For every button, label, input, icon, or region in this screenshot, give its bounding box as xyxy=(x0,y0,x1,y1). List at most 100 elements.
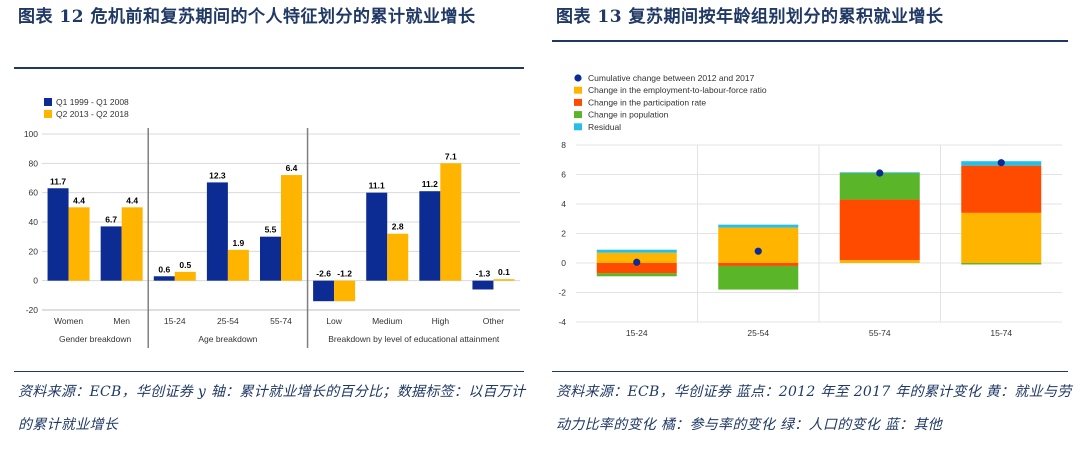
group-label: Breakdown by level of educational attain… xyxy=(328,334,500,344)
stacked-bar-segment xyxy=(839,260,920,263)
stacked-bar-segment xyxy=(596,273,677,277)
stacked-bar-segment xyxy=(596,252,677,263)
bar xyxy=(440,163,462,281)
y-tick-label: 4 xyxy=(561,199,566,209)
data-label: 4.4 xyxy=(73,195,85,205)
left-figure-title: 图表 12 危机前和复苏期间的个人特征划分的累计就业增长 xyxy=(18,7,476,27)
data-label: 0.1 xyxy=(498,267,510,277)
data-label: 0.6 xyxy=(158,264,170,274)
x-tick-label: 15-24 xyxy=(626,328,648,338)
x-tick-label: 25-54 xyxy=(217,316,239,326)
y-tick-label: 100 xyxy=(24,129,38,139)
stacked-bar-segment xyxy=(596,249,677,253)
data-label: 5.5 xyxy=(265,225,277,235)
bar xyxy=(260,236,281,281)
x-tick-label: 55-74 xyxy=(869,328,891,338)
stacked-bar-segment xyxy=(961,263,1042,265)
bar xyxy=(493,279,515,281)
legend-label: Change in the participation rate xyxy=(588,97,706,107)
x-tick-label: 15-24 xyxy=(164,316,186,326)
data-label: 11.1 xyxy=(369,181,385,191)
bar xyxy=(313,280,335,302)
right-source-rule xyxy=(552,371,1068,372)
y-tick-label: 6 xyxy=(561,170,566,180)
x-tick-label: 15-74 xyxy=(990,328,1012,338)
right-chart-container: Cumulative change between 2012 and 2017 C… xyxy=(552,64,1068,344)
stacked-bar-segment xyxy=(718,224,799,228)
stacked-bar-segment xyxy=(596,263,677,274)
legend-marker xyxy=(574,74,582,82)
data-label: 12.3 xyxy=(209,170,226,180)
left-title-rule xyxy=(14,67,524,69)
stacked-bar-segment xyxy=(961,212,1042,263)
data-label: 2.8 xyxy=(392,222,404,232)
y-tick-label: -2 xyxy=(558,288,566,298)
total-dot xyxy=(876,169,884,177)
bar xyxy=(366,192,388,281)
legend-swatch xyxy=(574,123,582,131)
y-tick-label: 20 xyxy=(29,246,39,256)
legend-swatch xyxy=(574,98,582,106)
data-label: 6.7 xyxy=(105,214,117,224)
group-label: Gender breakdown xyxy=(59,334,132,344)
bar xyxy=(47,188,69,281)
stacked-bar-segment xyxy=(718,227,799,263)
bar xyxy=(121,207,143,281)
left-source-note: 资料来源：ECB，华创证券 y 轴：累计就业增长的百分比；数据标签：以百万计的累… xyxy=(18,384,526,433)
data-label: 11.2 xyxy=(422,179,438,189)
data-label: 4.4 xyxy=(126,195,138,205)
group-label: Age breakdown xyxy=(198,334,257,344)
bar xyxy=(206,182,228,281)
y-tick-label: 60 xyxy=(29,188,39,198)
x-tick-label: Medium xyxy=(372,316,402,326)
bar xyxy=(153,276,175,281)
legend-label: Change in population xyxy=(588,110,669,120)
bar xyxy=(387,233,409,281)
bar xyxy=(100,226,122,281)
data-label: 7.1 xyxy=(445,151,457,161)
bar xyxy=(281,175,302,281)
right-source-note: 资料来源：ECB，华创证券 蓝点：2012 年至 2017 年的累计变化 黄：就… xyxy=(556,384,1072,433)
data-label: 0.5 xyxy=(179,260,191,270)
x-tick-label: 55-74 xyxy=(270,316,292,326)
data-label: -1.3 xyxy=(476,269,491,279)
right-title-rule xyxy=(552,40,1068,42)
stacked-bar-segment xyxy=(839,173,920,200)
data-label: 1.9 xyxy=(232,238,244,248)
left-source-rule xyxy=(14,371,524,372)
stacked-bar-segment xyxy=(718,263,799,266)
y-tick-label: 40 xyxy=(29,217,39,227)
left-figure-panel: 图表 12 危机前和复苏期间的个人特征划分的累计就业增长 Q1 1999 - Q… xyxy=(14,0,525,433)
x-tick-label: High xyxy=(432,316,450,326)
x-tick-label: Low xyxy=(326,316,342,326)
bar xyxy=(419,191,441,281)
y-tick-label: 80 xyxy=(29,158,39,168)
legend-swatch xyxy=(44,98,52,106)
y-tick-label: -4 xyxy=(558,317,566,327)
left-chart-container: Q1 1999 - Q1 2008 Q2 2013 - Q2 2018 -20 0 20… xyxy=(14,76,524,348)
data-label: -1.2 xyxy=(337,269,352,279)
stacked-bar-segment xyxy=(839,199,920,261)
stacked-bar-segment xyxy=(961,165,1042,213)
y-tick-label: 0 xyxy=(561,258,566,268)
total-dot xyxy=(633,258,641,266)
y-tick-label: 2 xyxy=(561,229,566,239)
left-bar-chart: Q1 1999 - Q1 2008 Q2 2013 - Q2 2018 -20 0 20… xyxy=(24,97,520,348)
right-figure-panel: 图表 13 复苏期间按年龄组别划分的累积就业增长 Cumulative chan… xyxy=(552,0,1071,433)
y-tick-label: 8 xyxy=(561,140,566,150)
x-tick-label: 25-54 xyxy=(747,328,769,338)
bar xyxy=(68,207,90,281)
total-dot xyxy=(997,159,1005,167)
legend-label: Q1 1999 - Q1 2008 xyxy=(56,97,129,107)
data-label: 6.4 xyxy=(286,163,298,173)
stacked-bar-segment xyxy=(718,265,799,290)
bar xyxy=(472,280,494,290)
legend-label: Change in the employment-to-labour-force… xyxy=(588,85,767,95)
data-label: 11.7 xyxy=(50,176,66,186)
legend-swatch xyxy=(574,86,582,94)
x-tick-label: Women xyxy=(54,316,83,326)
right-stacked-chart: Cumulative change between 2012 and 2017 C… xyxy=(558,73,1062,338)
bar xyxy=(174,271,196,281)
legend-label: Cumulative change between 2012 and 2017 xyxy=(588,73,755,83)
data-label: -2.6 xyxy=(316,269,331,279)
